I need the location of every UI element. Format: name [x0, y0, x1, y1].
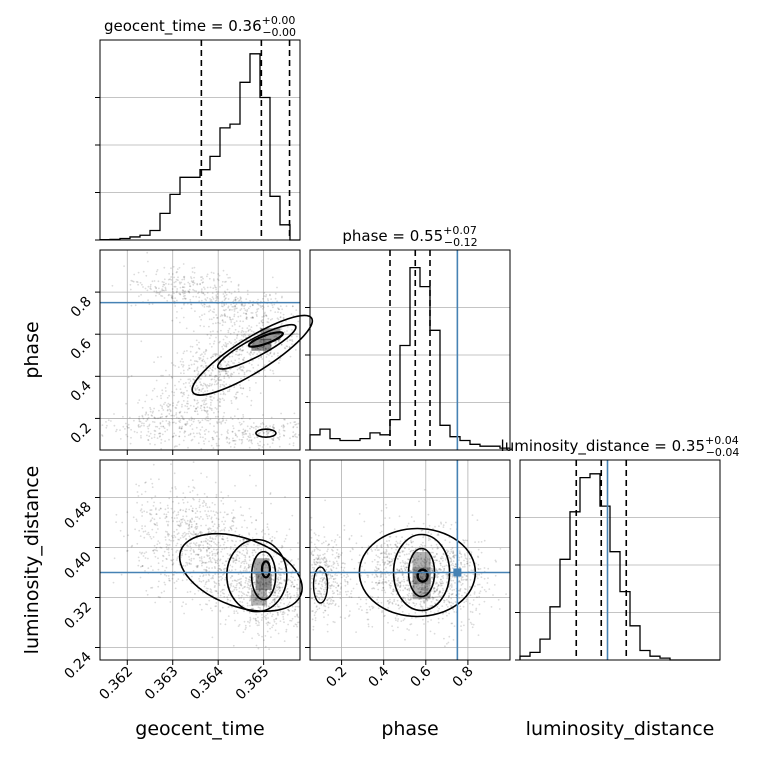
histogram-steps [99, 53, 300, 241]
contour-luminosity-vs-phase: 0.2 0.4 0.6 0.8 [305, 459, 511, 691]
y-tick-label: 0.24 [61, 649, 94, 682]
x-tick-label: 0.4 [365, 663, 392, 690]
title-2: luminosity_distance = 0.35+0.04 −0.04 [501, 434, 740, 459]
y-axis-label-luminosity-distance: luminosity_distance [21, 466, 43, 655]
sample-points [101, 251, 300, 450]
panel-frame [99, 39, 301, 241]
contour-luminosity-vs-geocent-time: 0.362 0.363 0.364 0.365 0.24 0.32 0.40 0.48 [61, 459, 303, 704]
contour-line [255, 428, 277, 438]
contour-line [191, 314, 314, 396]
x-tick-label: 0.8 [450, 664, 477, 691]
hist-geocent-time [95, 39, 301, 241]
x-axis-label-luminosity-distance: luminosity_distance [526, 718, 715, 740]
y-axis-label-phase: phase [21, 321, 43, 378]
contour-line [312, 566, 329, 604]
y-tick-label: 0.2 [68, 420, 95, 447]
histogram-steps [519, 473, 720, 661]
truth-marker [453, 568, 462, 577]
x-tick-label: 0.365 [233, 664, 273, 704]
panel-frame [99, 459, 301, 661]
density-cell [412, 552, 431, 568]
svg-text:luminosity_distance = 0.35+0.0: luminosity_distance = 0.35+0.04 −0.04 [501, 434, 740, 459]
contour-line [247, 331, 284, 348]
panel-frame [309, 249, 511, 451]
title-0: geocent_time = 0.36+0.00 −0.00 [104, 14, 296, 39]
panel-frame [99, 249, 301, 451]
title-1: phase = 0.55+0.07 −0.12 [342, 224, 477, 249]
x-tick-label: 0.363 [142, 664, 182, 704]
contour-line [216, 323, 297, 370]
y-tick-label: 0.6 [68, 336, 95, 363]
x-tick-label: 0.362 [96, 664, 136, 704]
contour-phase-vs-geocent-time: 0.2 0.4 0.6 0.8 [68, 249, 314, 455]
contour-line [260, 560, 272, 579]
x-tick-label: 0.2 [323, 664, 350, 691]
sample-points [112, 461, 300, 651]
x-tick-label: 0.364 [187, 663, 227, 703]
y-tick-label: 0.4 [68, 378, 95, 405]
histogram-steps [309, 266, 511, 450]
panel-frame [309, 459, 511, 661]
svg-text:geocent_time = 0.36+0.00−0.00: geocent_time = 0.36+0.00 −0.00 [104, 14, 296, 39]
contour-line [250, 550, 277, 601]
x-axis-label-geocent-time: geocent_time [135, 718, 264, 740]
y-tick-label: 0.48 [61, 499, 94, 532]
y-tick-label: 0.8 [68, 294, 95, 321]
y-tick-label: 0.32 [61, 599, 94, 632]
panel-frame [519, 459, 721, 661]
hist-phase [305, 249, 511, 451]
hist-luminosity-distance: 0.240.320.400.48 [0, 0, 721, 661]
x-axis-label-phase: phase [381, 718, 438, 740]
contour-line [416, 568, 429, 583]
svg-text:phase = 0.55+0.07−0.12: phase = 0.55+0.07 −0.12 [342, 224, 477, 249]
x-tick-label: 0.6 [408, 663, 435, 690]
y-tick-label: 0.40 [61, 549, 94, 582]
contour-line [226, 538, 288, 613]
